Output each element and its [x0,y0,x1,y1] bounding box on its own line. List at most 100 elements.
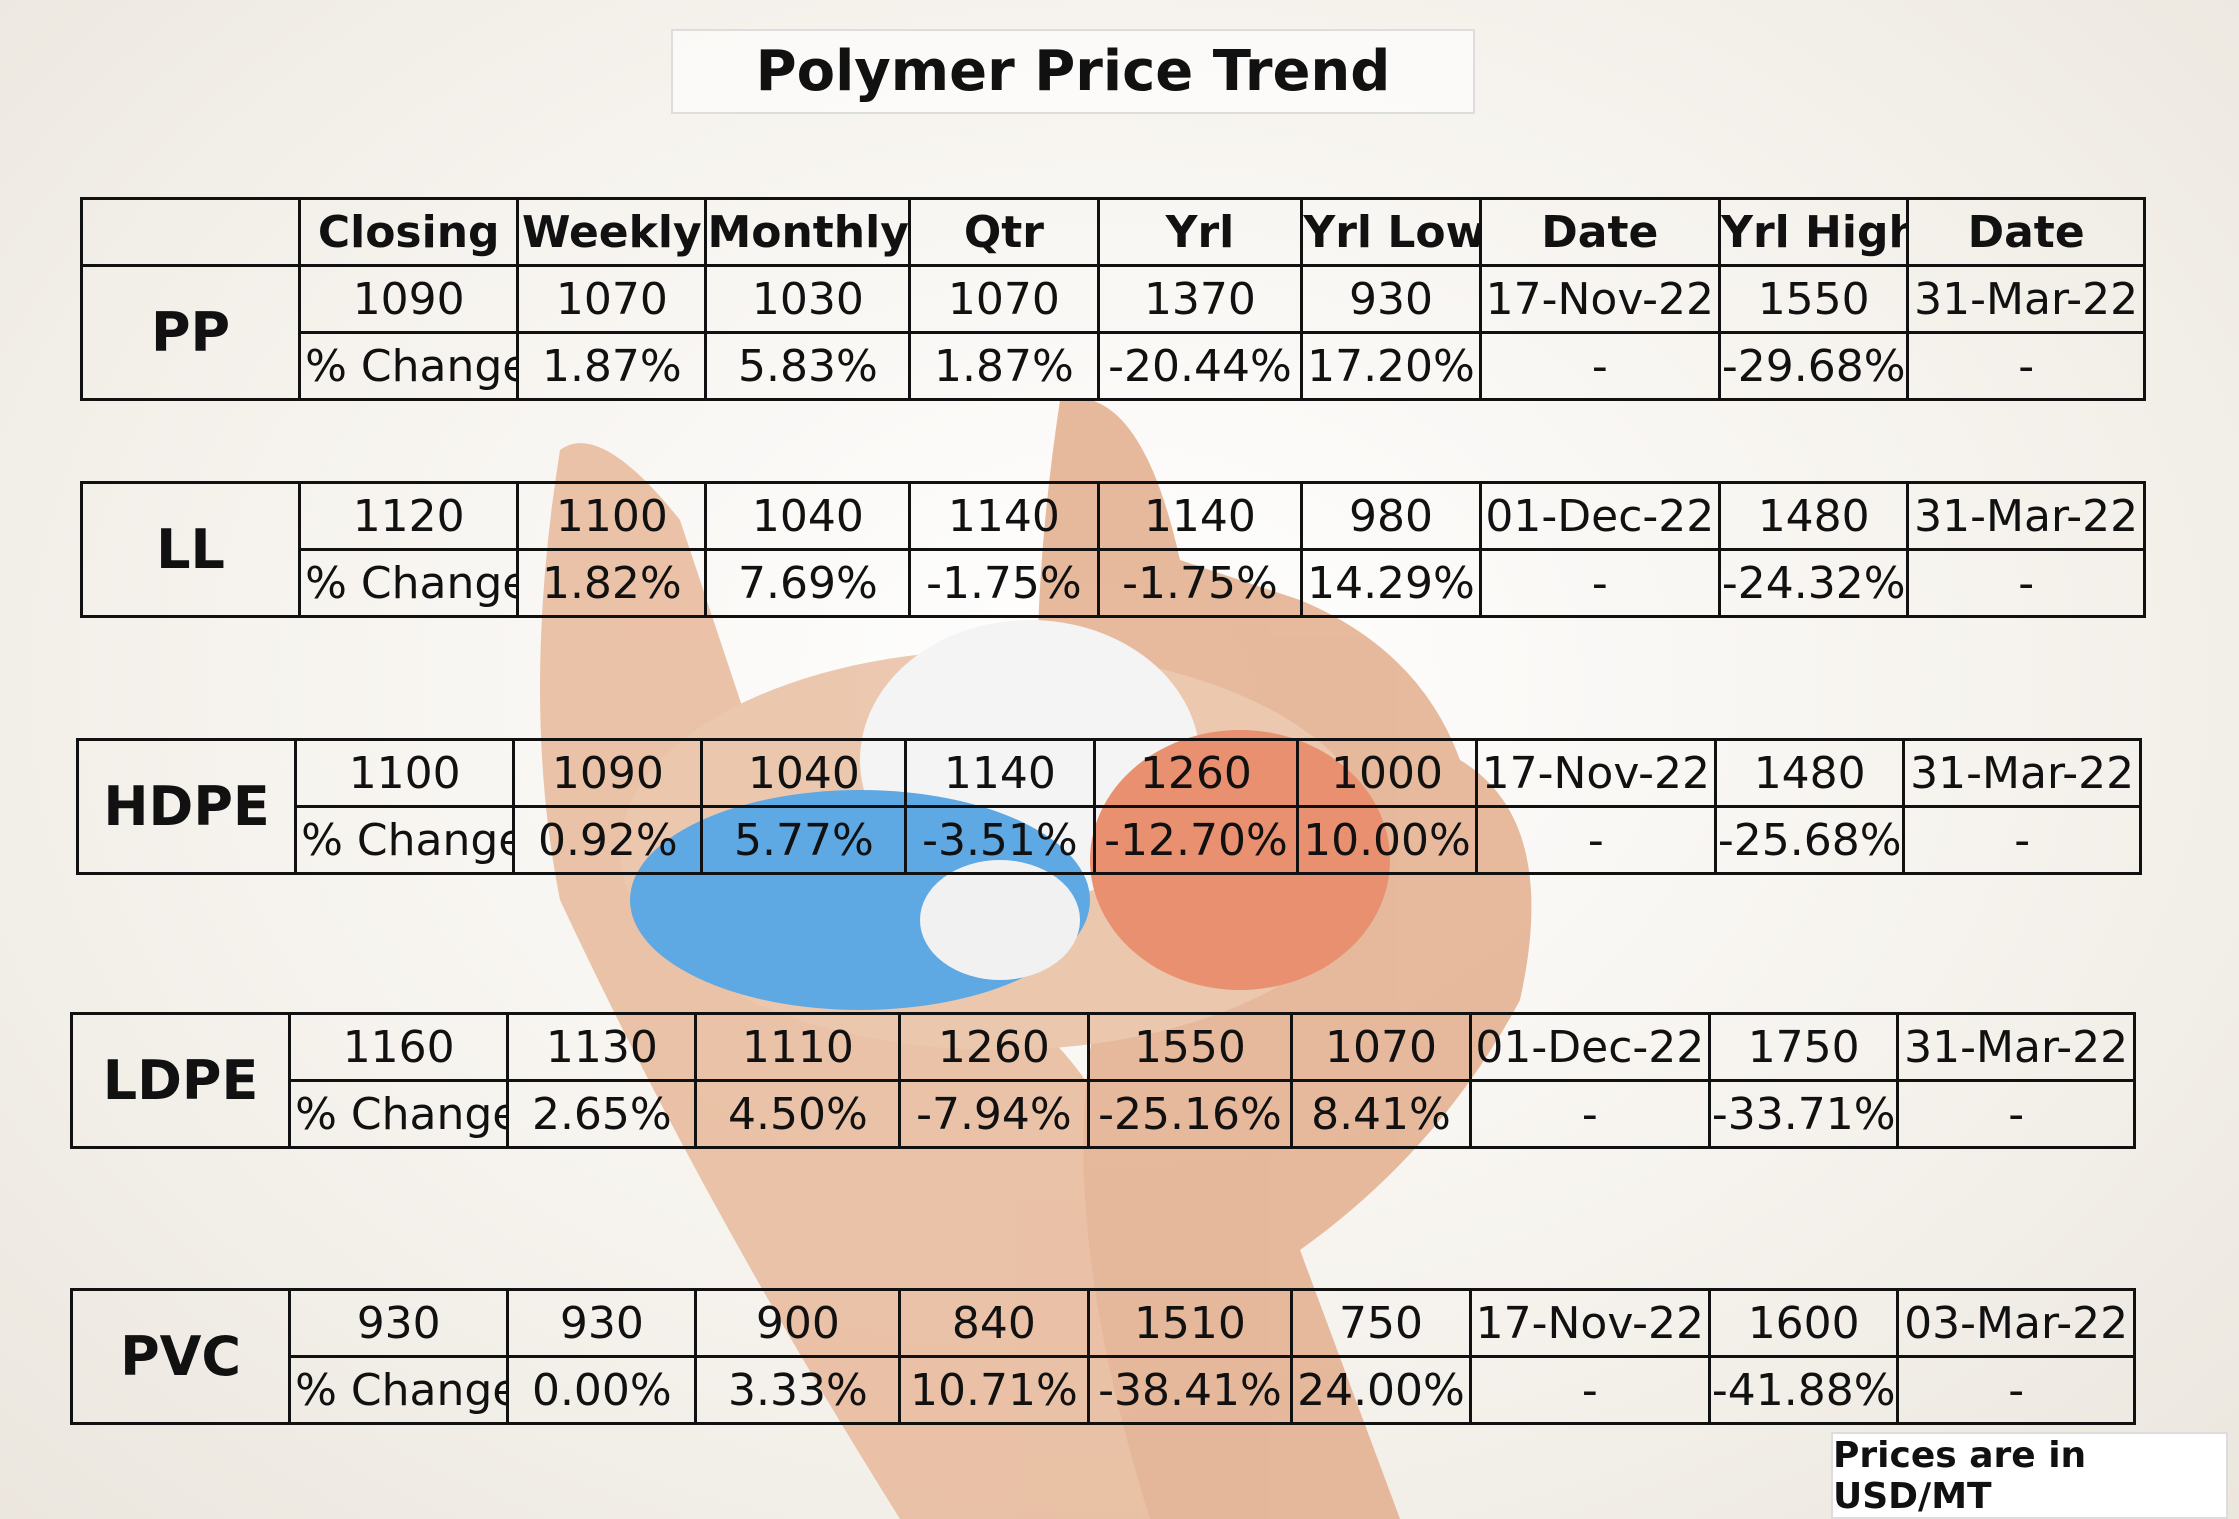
price-row: PVC 930 930 900 840 1510 750 17-Nov-22 1600 03-Ma… [69,1288,2136,1425]
change-cell: - [1468,1079,1712,1149]
price-cell: 1070 [1290,1012,1472,1082]
price-cell: 1750 [1708,1012,1900,1082]
header-cell: Yrl High [1718,197,1910,267]
price-cell: 17-Nov-22 [1474,738,1718,808]
price-cell: 1550 [1718,264,1910,334]
header-cell: Yrl Low [1300,197,1482,267]
price-cell: 1040 [700,738,908,808]
price-cell: 1510 [1086,1288,1294,1358]
price-cell: 1550 [1086,1012,1294,1082]
price-cell: 930 [506,1288,698,1358]
header-cell: Yrl [1096,197,1304,267]
price-cell: 1140 [908,481,1100,551]
change-row: % Change 0.00% 3.33% 10.71% -38.41% 24.00% - -4… [72,1355,2136,1425]
change-cell: - [1906,331,2146,401]
change-cell: 14.29% [1300,548,1482,618]
price-cell: 17-Nov-22 [1478,264,1722,334]
header-cell: Monthly [704,197,912,267]
change-row: % Change 1.82% 7.69% -1.75% -1.75% 14.29% - -24… [82,548,2146,618]
change-cell: -12.70% [1092,805,1300,875]
change-cell: - [1896,1079,2136,1149]
change-cell: % Change [288,1079,510,1149]
header-cell: Qtr [908,197,1100,267]
header-row: Closing Weekly Monthly Qtr Yrl Yrl Low Date Yrl… [79,197,2146,267]
change-cell: 7.69% [704,548,912,618]
change-cell: 5.83% [704,331,912,401]
change-cell: -33.71% [1708,1079,1900,1149]
change-cell: -24.32% [1718,548,1910,618]
change-row: % Change 2.65% 4.50% -7.94% -25.16% 8.41% - -33… [72,1079,2136,1149]
change-cell: -7.94% [898,1079,1090,1149]
change-cell: -3.51% [904,805,1096,875]
price-cell: 1100 [294,738,516,808]
change-cell: 0.00% [506,1355,698,1425]
price-table: PVC 930 930 900 840 1510 750 17-Nov-22 1600 03-Ma… [69,1288,2136,1425]
price-cell: 1100 [516,481,708,551]
change-row: % Change 0.92% 5.77% -3.51% -12.70% 10.00% - -2… [78,805,2142,875]
change-cell: 1.87% [908,331,1100,401]
change-cell: 10.71% [898,1355,1090,1425]
price-row: LDPE 1160 1130 1110 1260 1550 1070 01-Dec-22 175… [69,1012,2136,1149]
price-table: LDPE 1160 1130 1110 1260 1550 1070 01-Dec-22 175… [69,1012,2136,1149]
change-cell: % Change [288,1355,510,1425]
price-cell: 1070 [908,264,1100,334]
change-cell: - [1906,548,2146,618]
change-cell: 17.20% [1300,331,1482,401]
change-cell: - [1468,1355,1712,1425]
polymer-name: PP [79,264,302,401]
change-cell: 1.87% [516,331,708,401]
price-cell: 1070 [516,264,708,334]
change-cell: -1.75% [908,548,1100,618]
price-cell: 1160 [288,1012,510,1082]
change-cell: % Change [298,548,520,618]
price-cell: 31-Mar-22 [1906,264,2146,334]
change-cell: - [1478,331,1722,401]
price-cell: 1260 [1092,738,1300,808]
polymer-name: LL [79,481,302,618]
price-cell: 17-Nov-22 [1468,1288,1712,1358]
change-cell: 24.00% [1290,1355,1472,1425]
change-cell: 10.00% [1296,805,1478,875]
polymer-name: LDPE [69,1012,292,1149]
price-cell: 1480 [1714,738,1906,808]
price-cell: 930 [1300,264,1482,334]
change-cell: % Change [294,805,516,875]
price-table: HDPE 1100 1090 1040 1140 1260 1000 17-Nov-22 148… [75,738,2142,875]
polymer-name: PVC [69,1288,292,1425]
footnote: Prices are in USD/MT [1831,1432,2228,1519]
change-cell: - [1896,1355,2136,1425]
change-cell: - [1474,805,1718,875]
change-cell: -20.44% [1096,331,1304,401]
change-cell: -25.16% [1086,1079,1294,1149]
price-cell: 03-Mar-22 [1896,1288,2136,1358]
change-cell: 4.50% [694,1079,902,1149]
price-cell: 1140 [1096,481,1304,551]
price-cell: 31-Mar-22 [1902,738,2142,808]
price-cell: 900 [694,1288,902,1358]
change-cell: 8.41% [1290,1079,1472,1149]
price-cell: 1090 [512,738,704,808]
price-row: LL 1120 1100 1040 1140 1140 980 01-Dec-22 1480 31… [79,481,2146,618]
header-cell: Date [1478,197,1722,267]
price-cell: 01-Dec-22 [1478,481,1722,551]
change-cell: - [1902,805,2142,875]
change-cell: -41.88% [1708,1355,1900,1425]
change-cell: 0.92% [512,805,704,875]
title: Polymer Price Trend [671,29,1475,114]
change-row: % Change 1.87% 5.83% 1.87% -20.44% 17.20% - -29… [82,331,2146,401]
change-cell: % Change [298,331,520,401]
price-cell: 1370 [1096,264,1304,334]
change-cell: - [1478,548,1722,618]
price-table: Closing Weekly Monthly Qtr Yrl Yrl Low Date Yrl… [79,197,2146,401]
change-cell: 5.77% [700,805,908,875]
price-cell: 1260 [898,1012,1090,1082]
header-cell [79,197,302,267]
price-cell: 1000 [1296,738,1478,808]
price-cell: 1600 [1708,1288,1900,1358]
price-row: HDPE 1100 1090 1040 1140 1260 1000 17-Nov-22 148… [75,738,2142,875]
change-cell: -29.68% [1718,331,1910,401]
price-cell: 31-Mar-22 [1896,1012,2136,1082]
change-cell: 2.65% [506,1079,698,1149]
change-cell: 1.82% [516,548,708,618]
